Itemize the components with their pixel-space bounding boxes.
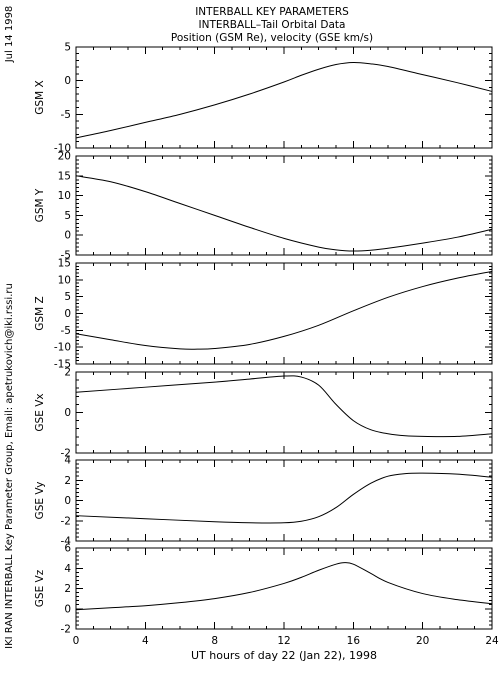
series-line: [75, 175, 493, 252]
panel-y-label: GSM Y: [34, 188, 46, 222]
chart-subtitle: INTERBALL–Tail Orbital Data: [199, 19, 346, 31]
y-tick-label: 0: [64, 603, 71, 615]
date-stamp: Jul 14 1998: [4, 6, 15, 64]
chart-title: INTERBALL KEY PARAMETERS: [195, 6, 349, 18]
side-note: IKI RAN INTERBALL Key Parameter Group, E…: [4, 283, 15, 649]
panel-frame: [75, 46, 493, 149]
x-tick-label: 16: [347, 635, 361, 647]
panel-frame: [75, 459, 493, 542]
x-tick-label: 24: [485, 635, 499, 647]
y-tick-label: 15: [58, 258, 71, 270]
y-tick-label: 15: [58, 170, 71, 182]
x-axis-label: UT hours of day 22 (Jan 22), 1998: [191, 649, 377, 662]
y-tick-label: 10: [58, 274, 71, 286]
y-tick-label: 2: [64, 367, 71, 379]
series-line: [75, 562, 493, 611]
panel-frame: [75, 155, 493, 256]
y-tick-label: -5: [61, 250, 71, 262]
panel-y-label: GSM Z: [34, 296, 46, 330]
chart-subtitle-2: Position (GSM Re), velocity (GSE km/s): [171, 32, 373, 44]
y-tick-label: 0: [64, 75, 71, 87]
y-tick-label: 2: [64, 475, 71, 487]
panel-y-label: GSE Vz: [34, 569, 46, 607]
y-tick-label: 2: [64, 583, 71, 595]
y-tick-label: 0: [64, 230, 71, 242]
y-tick-label: -10: [54, 342, 71, 354]
series-line: [75, 375, 493, 438]
y-tick-label: -2: [61, 448, 71, 460]
panel-frame: [75, 547, 493, 630]
y-tick-label: 6: [64, 543, 71, 555]
series-line: [75, 61, 493, 139]
y-tick-label: 5: [64, 42, 71, 54]
y-tick-label: 4: [64, 455, 71, 467]
y-tick-label: 20: [58, 151, 71, 163]
y-tick-label: -2: [61, 515, 71, 527]
y-tick-label: 10: [58, 190, 71, 202]
y-tick-label: 5: [64, 291, 71, 303]
x-tick-label: 0: [73, 635, 80, 647]
panel-y-label: GSE Vx: [34, 393, 46, 431]
panel-y-label: GSM X: [34, 80, 46, 114]
y-tick-label: -15: [54, 359, 71, 371]
y-tick-label: -4: [61, 536, 72, 548]
y-tick-label: 5: [64, 210, 71, 222]
y-tick-label: -2: [61, 624, 71, 636]
y-tick-label: -5: [61, 109, 71, 121]
series-line: [75, 270, 493, 350]
panel-frame: [75, 371, 493, 454]
y-tick-label: 0: [64, 308, 71, 320]
series-line: [75, 472, 493, 524]
y-tick-label: -10: [54, 143, 71, 155]
x-tick-label: 20: [416, 635, 429, 647]
y-tick-label: 4: [64, 563, 71, 575]
y-tick-label: 0: [64, 495, 71, 507]
y-tick-label: -5: [61, 325, 71, 337]
x-tick-label: 12: [277, 635, 290, 647]
panel-frame: [75, 262, 493, 365]
x-tick-label: 4: [142, 635, 149, 647]
panel-y-label: GSE Vy: [34, 482, 46, 520]
y-tick-label: 0: [64, 407, 71, 419]
x-tick-label: 8: [211, 635, 218, 647]
